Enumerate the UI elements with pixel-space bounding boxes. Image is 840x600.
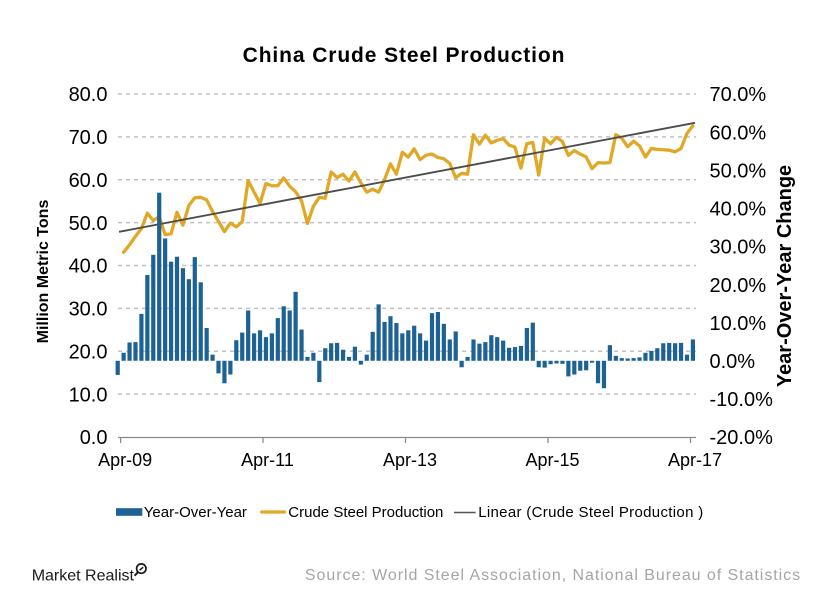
svg-text:China Crude Steel Production: China Crude Steel Production <box>243 44 566 67</box>
svg-text:50.0: 50.0 <box>69 213 108 235</box>
svg-text:Apr-11: Apr-11 <box>241 450 294 470</box>
svg-text:0.0%: 0.0% <box>710 351 756 373</box>
svg-text:Crude Steel Production: Crude Steel Production <box>288 504 443 521</box>
svg-text:60.0%: 60.0% <box>710 122 767 144</box>
svg-text:30.0: 30.0 <box>69 299 108 321</box>
svg-text:40.0%: 40.0% <box>710 199 767 221</box>
svg-text:-10.0%: -10.0% <box>710 389 774 411</box>
svg-text:Million Metric Tons: Million Metric Tons <box>35 200 52 344</box>
svg-text:30.0%: 30.0% <box>710 237 767 259</box>
svg-text:Apr-09: Apr-09 <box>98 450 152 470</box>
svg-text:10.0: 10.0 <box>69 384 108 406</box>
svg-text:-20.0%: -20.0% <box>710 427 774 449</box>
svg-text:20.0%: 20.0% <box>710 275 767 297</box>
svg-text:Apr-17: Apr-17 <box>668 450 722 470</box>
svg-text:60.0: 60.0 <box>69 170 108 192</box>
svg-text:Year-Over-Year: Year-Over-Year <box>144 504 247 521</box>
svg-text:70.0: 70.0 <box>69 127 108 149</box>
svg-text:Year-Over-Year Change: Year-Over-Year Change <box>774 165 796 387</box>
svg-text:0.0: 0.0 <box>80 427 108 449</box>
svg-text:40.0: 40.0 <box>69 256 108 278</box>
svg-text:Apr-15: Apr-15 <box>525 450 579 470</box>
svg-text:80.0: 80.0 <box>69 84 108 106</box>
svg-text:70.0%: 70.0% <box>710 84 767 106</box>
svg-text:Market Realist: Market Realist <box>32 568 135 585</box>
svg-text:10.0%: 10.0% <box>710 313 767 335</box>
svg-text:Source: World Steel Associatio: Source: World Steel Association, Nationa… <box>305 567 801 584</box>
svg-text:50.0%: 50.0% <box>710 160 767 182</box>
svg-text:20.0: 20.0 <box>69 341 108 363</box>
svg-text:Apr-13: Apr-13 <box>383 450 437 470</box>
svg-text:Linear (Crude Steel Production: Linear (Crude Steel Production ) <box>478 504 703 521</box>
